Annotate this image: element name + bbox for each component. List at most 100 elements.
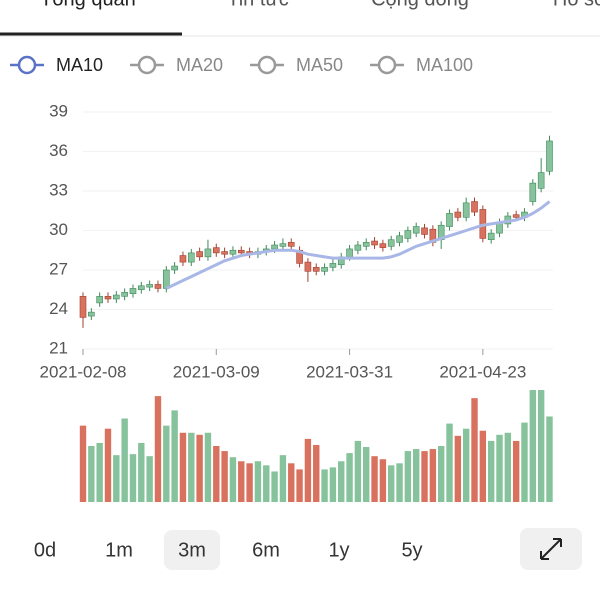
x-tick-label: 2021-03-31 xyxy=(306,362,393,381)
volume-bar xyxy=(138,442,145,502)
legend-marker[interactable] xyxy=(377,55,397,75)
y-tick-label: 33 xyxy=(49,180,68,199)
candle-body xyxy=(396,235,403,243)
candle-body xyxy=(88,311,95,317)
range-button[interactable]: 0d xyxy=(34,539,56,561)
volume-bar xyxy=(304,438,312,502)
volume-bar xyxy=(229,457,237,502)
legend-label[interactable]: MA50 xyxy=(296,55,343,75)
volume-bar xyxy=(238,461,245,502)
volume-bar xyxy=(512,440,520,502)
volume-bar xyxy=(179,432,187,502)
volume-bar xyxy=(296,469,303,502)
y-tick-label: 30 xyxy=(49,220,68,239)
volume-bar xyxy=(413,449,420,502)
volume-bar xyxy=(388,465,395,502)
volume-bar xyxy=(263,465,270,502)
candle-body xyxy=(421,227,428,235)
volume-bar xyxy=(363,447,370,502)
range-button[interactable]: 5y xyxy=(401,539,422,561)
candle-body xyxy=(271,244,278,250)
volume-bar xyxy=(487,440,495,502)
volume-bar xyxy=(346,453,353,502)
candle-body xyxy=(154,284,162,289)
volume-bar xyxy=(254,461,262,502)
volume-bar xyxy=(221,451,228,502)
volume-bar xyxy=(171,410,178,502)
volume-bar xyxy=(421,451,428,502)
ma-line xyxy=(165,200,551,290)
candle-body xyxy=(304,261,312,272)
volume-bar xyxy=(271,471,278,502)
volume-bar xyxy=(471,398,478,502)
candle-body xyxy=(187,252,195,263)
candle-body xyxy=(129,288,137,294)
y-tick-label: 36 xyxy=(49,141,68,160)
volume-bar xyxy=(496,434,503,502)
volume-bar xyxy=(437,446,445,502)
volume-bar xyxy=(154,396,162,502)
candle-body xyxy=(196,251,203,258)
legend-label[interactable]: MA20 xyxy=(176,55,223,75)
candle-body xyxy=(279,243,287,247)
range-button[interactable]: 3m xyxy=(178,539,206,561)
volume-bar xyxy=(521,422,528,502)
volume-bar xyxy=(462,428,470,502)
legend-marker[interactable] xyxy=(17,55,37,75)
candle-body xyxy=(138,285,145,291)
range-button[interactable]: 6m xyxy=(252,539,280,561)
candle-body xyxy=(454,211,462,218)
tab[interactable]: Cộng đồng xyxy=(371,0,469,10)
candle-body xyxy=(462,202,470,218)
volume-bar xyxy=(529,390,537,502)
volume-bar xyxy=(121,418,128,502)
candle-body xyxy=(204,248,212,258)
volume-bar xyxy=(546,416,553,502)
volume-bar xyxy=(429,449,437,502)
tab[interactable]: Tổng quan xyxy=(40,0,136,10)
candle-body xyxy=(471,201,478,213)
volume-bar xyxy=(504,432,512,502)
range-selected-bg xyxy=(164,530,220,570)
candle-body xyxy=(487,232,495,241)
volume-bar xyxy=(88,446,95,502)
volume-bar xyxy=(246,463,253,502)
volume-bar xyxy=(354,440,362,502)
candle-body xyxy=(404,230,412,239)
candle-body xyxy=(146,284,153,288)
legend-marker[interactable] xyxy=(137,55,157,75)
candle-body xyxy=(546,140,553,172)
candle-body xyxy=(287,242,295,247)
tab[interactable]: Hồ sơ xyxy=(553,0,600,10)
candle-body xyxy=(171,265,178,271)
volume-bar xyxy=(404,451,412,502)
legend-label[interactable]: MA100 xyxy=(416,55,473,75)
candle-body xyxy=(104,296,112,300)
candle-body xyxy=(329,263,337,268)
candle-body xyxy=(379,243,387,248)
volume-bar xyxy=(446,423,453,502)
legend-label[interactable]: MA10 xyxy=(56,55,103,75)
candle-body xyxy=(79,296,87,318)
volume-bar xyxy=(213,446,220,502)
candle-body xyxy=(354,244,362,251)
volume-bar xyxy=(313,444,320,502)
volume-bar xyxy=(479,430,487,502)
y-tick-label: 24 xyxy=(49,299,68,318)
volume-bar xyxy=(288,463,295,502)
range-button[interactable]: 1m xyxy=(105,539,133,561)
x-tick-label: 2021-04-23 xyxy=(439,362,526,381)
volume-bar xyxy=(204,432,212,502)
candle-body xyxy=(179,255,187,263)
y-tick-label: 27 xyxy=(49,259,68,278)
candle-body xyxy=(121,292,128,297)
tab[interactable]: Tin tức xyxy=(227,0,289,10)
candle-body xyxy=(387,239,395,247)
candle-body xyxy=(212,247,220,254)
legend-marker[interactable] xyxy=(257,55,277,75)
candle-body xyxy=(237,249,245,254)
volume-bar xyxy=(329,467,337,502)
candle-body xyxy=(362,242,370,247)
range-button[interactable]: 1y xyxy=(328,539,349,561)
volume-bar xyxy=(146,456,153,502)
